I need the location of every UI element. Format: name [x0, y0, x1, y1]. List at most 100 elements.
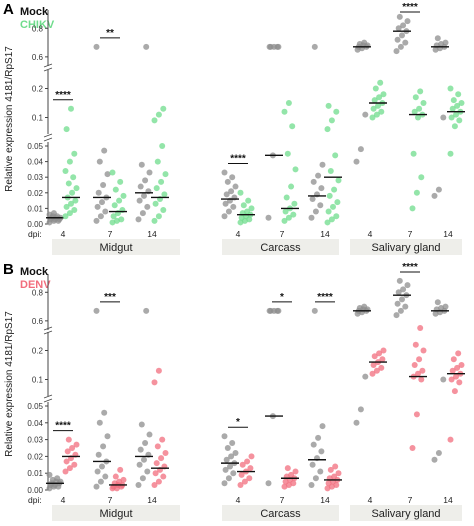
- infected-point: [111, 202, 118, 209]
- tissue-box: [52, 505, 180, 521]
- infected-point: [160, 105, 167, 112]
- infected-point: [64, 448, 71, 455]
- dpi-tick-label: 7: [408, 495, 413, 505]
- mock-point: [265, 214, 272, 221]
- mock-point: [265, 480, 272, 487]
- y-axis-label: Relative expression 4181/RpS17: [4, 311, 15, 457]
- infected-point: [413, 189, 420, 196]
- mock-point: [357, 146, 364, 153]
- infected-point: [456, 117, 463, 124]
- mock-point: [308, 214, 315, 221]
- infected-point: [161, 191, 168, 198]
- mock-point: [311, 43, 318, 50]
- mock-point: [399, 32, 405, 39]
- infected-point: [240, 202, 247, 209]
- infected-point: [158, 178, 165, 185]
- infected-point: [417, 88, 424, 95]
- mock-point: [319, 423, 326, 430]
- infected-point: [283, 194, 290, 201]
- infected-point: [416, 356, 423, 363]
- infected-point: [288, 183, 295, 190]
- dpi-tick-label: 14: [320, 495, 330, 505]
- infected-point: [71, 206, 78, 213]
- infected-point: [376, 350, 383, 357]
- significance-label: **: [106, 28, 114, 39]
- mock-point: [442, 303, 449, 310]
- infected-point: [369, 370, 376, 377]
- legend-mock: Mock: [20, 266, 49, 278]
- tissue-box: [222, 505, 339, 521]
- mock-point: [319, 161, 326, 168]
- mock-point: [225, 208, 232, 215]
- y-tick-label: 0.8: [32, 24, 44, 33]
- infected-point: [369, 114, 376, 121]
- infected-point: [284, 465, 291, 472]
- panel-label: B: [3, 261, 14, 278]
- mock-point: [97, 478, 104, 485]
- legend-infected: DENV: [20, 279, 51, 291]
- infected-point: [237, 189, 244, 196]
- mock-point: [362, 111, 369, 118]
- mock-point: [228, 453, 235, 460]
- infected-point: [241, 478, 248, 485]
- axis-break: [43, 326, 53, 331]
- mock-point: [99, 199, 105, 206]
- infected-point: [333, 213, 340, 220]
- y-tick-label: 0.03: [27, 173, 43, 182]
- infected-point: [153, 460, 160, 467]
- mock-point: [312, 208, 319, 215]
- mock-point: [135, 216, 142, 223]
- infected-point: [415, 370, 421, 377]
- infected-point: [378, 108, 385, 115]
- infected-point: [450, 356, 457, 363]
- mock-point: [308, 481, 315, 488]
- infected-point: [154, 443, 161, 450]
- infected-point: [411, 362, 418, 368]
- y-tick-label: 0.03: [27, 436, 43, 445]
- mock-point: [141, 192, 147, 199]
- y-tick-label: 0.02: [27, 452, 43, 461]
- mock-point: [229, 439, 236, 446]
- infected-point: [453, 111, 459, 118]
- mock-point: [144, 468, 151, 475]
- infected-point: [73, 185, 80, 192]
- infected-point: [416, 105, 423, 112]
- infected-point: [335, 177, 342, 184]
- infected-point: [331, 473, 338, 480]
- y-tick-label: 0.05: [27, 402, 43, 411]
- infected-point: [332, 152, 339, 159]
- dpi-tick-label: 14: [147, 495, 157, 505]
- dpi-tick-label: 4: [236, 495, 241, 505]
- infected-point: [246, 475, 253, 482]
- infected-point: [331, 186, 338, 193]
- infected-point: [332, 463, 339, 470]
- infected-point: [379, 356, 386, 363]
- infected-point: [151, 379, 158, 386]
- dpi-tick-label: 7: [280, 495, 285, 505]
- infected-point: [281, 217, 288, 224]
- infected-point: [155, 478, 162, 485]
- mock-point: [435, 186, 442, 193]
- infected-point: [328, 117, 335, 124]
- axis-break: [43, 394, 53, 399]
- infected-point: [69, 189, 76, 196]
- mock-point: [431, 192, 438, 199]
- infected-point: [160, 473, 167, 480]
- infected-point: [162, 450, 169, 457]
- mock-point: [93, 217, 100, 224]
- tissue-label: Midgut: [99, 242, 132, 254]
- mock-point: [399, 296, 405, 303]
- mock-point: [318, 185, 325, 192]
- infected-point: [371, 353, 378, 360]
- y-tick-label: 0.00: [27, 220, 43, 229]
- infected-point: [239, 461, 246, 468]
- infected-point: [333, 108, 340, 115]
- infected-point: [158, 455, 165, 462]
- infected-point: [71, 150, 78, 157]
- mock-point: [93, 307, 100, 314]
- mock-point: [267, 307, 274, 314]
- infected-point: [162, 171, 169, 178]
- y-tick-label: 0.00: [27, 486, 43, 495]
- infected-point: [69, 445, 76, 451]
- axis-break: [43, 63, 53, 68]
